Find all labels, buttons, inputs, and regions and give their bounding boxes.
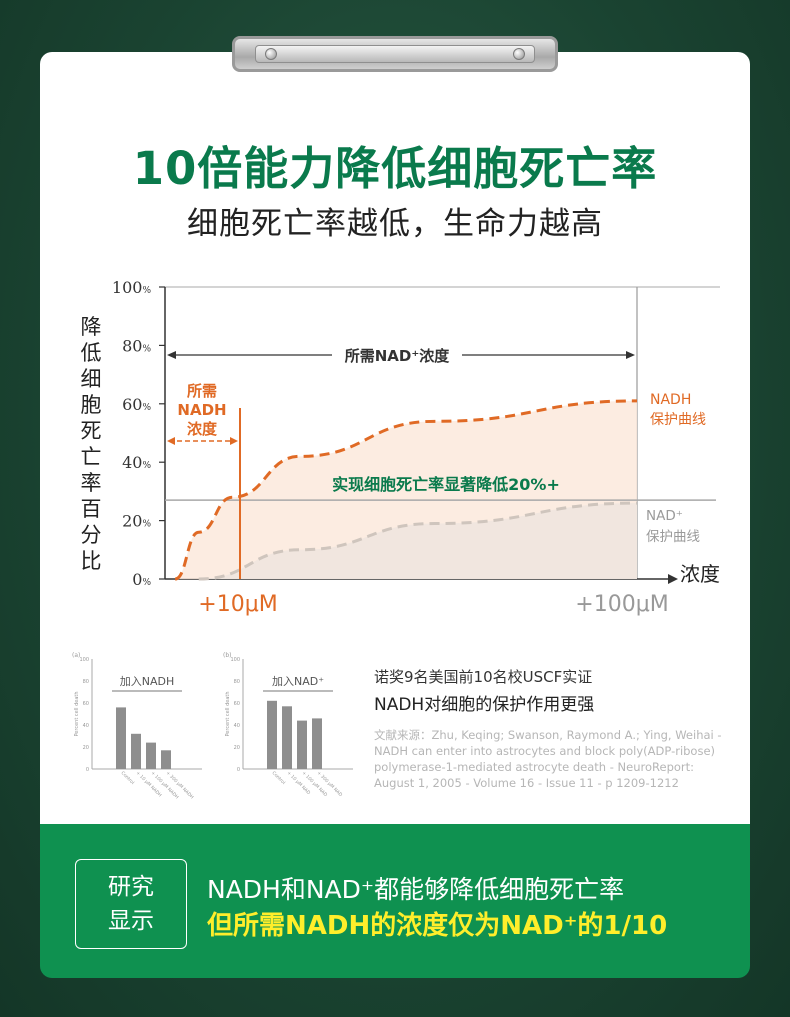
thumb-y-tick: 40 [234,723,240,729]
arrow-left-icon [167,437,175,445]
y-axis-label-char: 亡 [81,445,102,469]
nad-curve-label: 保护曲线 [646,529,700,545]
thumb-x-tick: Control [120,770,136,786]
nad-protection-curve [198,501,638,581]
reference-text: 文献来源：Zhu, Keqing; Swanson, Raymond A.; Y… [374,728,722,790]
thumb-panel-label: (b) [223,652,232,659]
nadh-curve-label: 保护曲线 [650,412,706,428]
nadh-range-label-line: 所需 [187,382,217,400]
page-title: 10倍能力降低细胞死亡率 [132,142,658,195]
thumb-x-tick: + 100 μM NAD [301,770,329,798]
y-tick-label: 0% [132,570,151,589]
clip-bar [255,45,535,63]
thumb-x-tick: + 300 μM NADH [165,770,195,800]
y-axis-label-char: 细 [81,367,102,391]
thumb-y-tick: 60 [83,701,89,707]
thumb-bar [131,733,141,769]
thumb-y-tick: 80 [83,679,89,685]
nadh-protection-curve [174,399,638,581]
y-tick-label: 20% [122,512,151,531]
y-axis-label-char: 百 [81,497,102,521]
clipboard-clip [232,36,558,72]
thumb-panel-label: (a) [72,652,80,659]
study-headline: 诺奖9名美国前10名校USCF实证 [374,668,593,686]
research-badge: 研究 显示 [75,859,187,949]
thumb-x-tick: + 100 μM NADH [150,770,180,800]
thumb-label: 加入NADH [120,675,175,688]
thumb-y-tick: 100 [79,657,89,663]
thumb-y-tick: 0 [86,767,89,773]
thumb-bar [297,720,307,769]
nadh-curve-label: NADH [650,392,691,408]
thumb-y-tick: 80 [234,679,240,685]
nad-curve-label: NAD⁺ [646,508,683,524]
thumb-y-tick: 0 [237,767,240,773]
thumb-bar [312,718,322,769]
result-panel [40,824,750,978]
nadh-range-label-line: NADH [177,401,226,419]
nadh-range-label-line: 浓度 [187,420,218,438]
arrow-right-icon [230,437,238,445]
study-headline-2: NADH对细胞的保护作用更强 [374,695,595,715]
clip-rivet-icon [513,48,525,60]
x-tick-label-10um: +10μM [198,592,277,617]
thumb-y-tick: 100 [230,657,240,663]
thumb-bar [282,706,292,769]
y-axis-label-char: 分 [81,523,102,547]
thumb-y-label: Percent cell death [74,691,80,736]
arrow-left-icon [167,351,176,359]
thumb-y-tick: 40 [83,723,89,729]
badge-line-2: 显示 [108,908,154,934]
y-axis-label-char: 胞 [81,393,102,417]
thumb-x-tick: + 10 μM NADH [135,770,163,798]
x-tick-label-100um: +100μM [575,592,668,617]
x-axis-label: 浓度 [680,562,720,586]
y-tick-label: 40% [122,453,151,472]
x-axis-arrow-icon [668,574,678,584]
y-axis-label-char: 比 [81,549,102,573]
thumb-bar [161,750,171,769]
clip-rivet-icon [265,48,277,60]
badge-line-1: 研究 [108,874,154,900]
y-axis-label-char: 降 [81,315,102,339]
y-axis-label-char: 率 [81,471,102,495]
result-label: 实现细胞死亡率显著降低20%+ [332,475,560,494]
page-subtitle: 细胞死亡率越低，生命力越高 [187,206,603,242]
thumb-x-tick: Control [271,770,287,786]
thumb-y-tick: 60 [234,701,240,707]
nad-range-label: 所需NAD⁺浓度 [345,347,451,365]
thumb-y-tick: 20 [83,745,89,751]
thumb-x-tick: + 300 μM NAD [316,770,344,798]
y-axis-label-char: 死 [81,419,102,443]
nad-area-fill [198,503,637,579]
thumb-bar [116,707,126,769]
result-line-1: NADH和NAD⁺都能够降低细胞死亡率 [207,875,625,904]
arrow-right-icon [626,351,635,359]
y-tick-label: 100% [112,278,152,297]
y-tick-label: 80% [122,336,151,355]
result-line-2: 但所需NADH的浓度仅为NAD⁺的1/10 [207,911,668,941]
thumb-y-label: Percent cell death [225,691,231,736]
thumb-y-tick: 20 [234,745,240,751]
thumb-bar [267,700,277,769]
y-axis-label-char: 低 [81,341,102,365]
thumb-bar [146,742,156,769]
thumb-label: 加入NAD⁺ [272,675,324,688]
y-tick-label: 60% [122,395,151,414]
